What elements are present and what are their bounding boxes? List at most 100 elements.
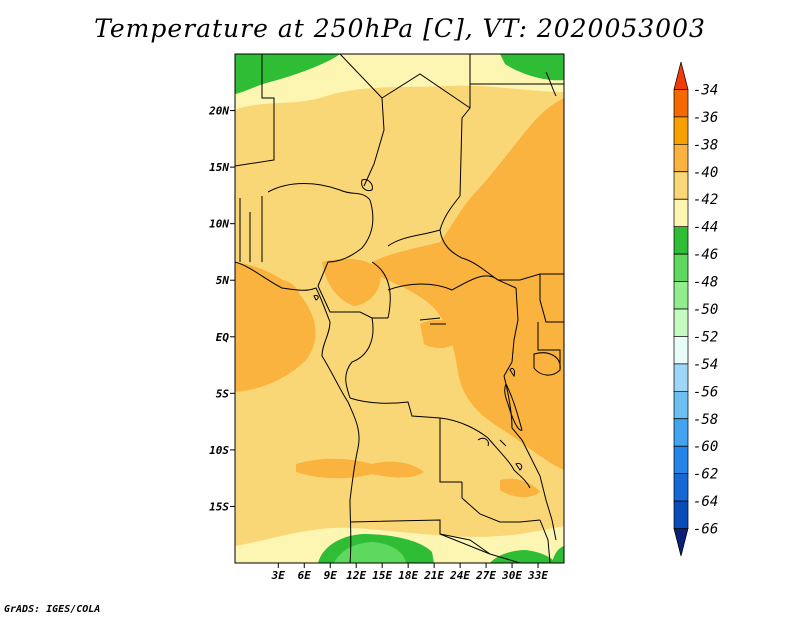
lake-small-3 <box>515 463 523 471</box>
colorbar-label: -54 <box>693 357 718 373</box>
lake-small-2 <box>477 437 507 447</box>
lake-tanganyika <box>504 382 523 431</box>
lon-tick-label: 30E <box>501 569 522 582</box>
border-ethiopia <box>539 274 564 323</box>
lon-tick-label: 33E <box>527 569 548 582</box>
lat-tick-label: EQ <box>216 331 230 344</box>
contour-46-south-east <box>490 550 556 563</box>
colorbar-label: -34 <box>693 82 718 98</box>
map-frame <box>234 53 565 564</box>
colorbar-label: -62 <box>693 467 718 483</box>
lat-tick-label: 15N <box>209 161 229 174</box>
colorbar-swatch <box>673 281 689 310</box>
country-borders <box>235 54 564 563</box>
lon-tick-label: 12E <box>346 569 366 582</box>
colorbar-swatch <box>673 363 689 392</box>
island-bioko <box>313 295 319 301</box>
colorbar-label: -36 <box>693 110 718 126</box>
colorbar-label: -38 <box>693 137 718 153</box>
colorbar-label: -60 <box>693 439 718 455</box>
colorbar-swatch <box>673 308 689 337</box>
contour-40-congo-basin <box>420 319 462 349</box>
lon-tick-label: 24E <box>449 569 470 582</box>
contour-40-cameroon <box>322 258 381 306</box>
border-niger-algeria <box>381 73 471 109</box>
colorbar-label: -66 <box>693 522 718 538</box>
colorbar-swatch <box>673 171 689 200</box>
border-benin-togo <box>239 196 263 262</box>
border-lake-victoria <box>533 352 561 376</box>
colorbar-swatch <box>673 445 689 475</box>
border-zambia-zimbabwe <box>461 482 541 523</box>
colorbar-label: -50 <box>693 302 718 318</box>
colorbar-label: -42 <box>693 192 718 208</box>
contour-44-north <box>235 54 564 110</box>
lat-tick-label: 10N <box>209 218 229 231</box>
colorbar-swatch <box>673 61 689 90</box>
border-zambia-malawi <box>529 455 557 541</box>
lat-tick-label: 5N <box>216 274 230 287</box>
colorbar-swatch <box>673 528 689 557</box>
lake-small-1 <box>419 317 446 325</box>
colorbar-swatch <box>673 89 689 118</box>
colorbar-swatch <box>673 143 689 173</box>
border-uganda-kenya <box>537 322 561 370</box>
colorbar-label: -46 <box>693 247 718 263</box>
contour-46-northeast <box>500 54 564 81</box>
map-title: Temperature at 250hPa [C], VT: 202005300… <box>94 14 706 43</box>
grads-credit: GrADS: IGES/COLA <box>4 604 101 615</box>
colorbar-swatch <box>673 226 689 255</box>
colorbar-label: -44 <box>693 220 718 236</box>
border-chad-car <box>387 229 441 247</box>
lat-tick-label: 15S <box>209 500 229 513</box>
colorbar-label: -40 <box>693 165 718 181</box>
lon-tick-label: 9E <box>324 569 338 582</box>
border-niger-nigeria <box>267 183 371 201</box>
lat-tick-label: 20N <box>208 105 229 118</box>
border-mauritania-mali <box>235 54 275 167</box>
border-niger-libya <box>459 54 471 197</box>
lat-tick-label: 10S <box>209 444 229 457</box>
lake-kivu <box>509 367 515 378</box>
longitude-axis: 3E 6E 9E 12E 15E 18E 21E 24E 27E 30E 33E <box>271 563 548 582</box>
contour-40-east <box>372 98 564 470</box>
temperature-field <box>235 54 564 563</box>
border-nigeria-cameroon <box>317 199 374 287</box>
border-drc-tanzania <box>503 375 531 457</box>
border-drc-uganda <box>503 287 519 377</box>
border-cameroon-congo <box>317 285 388 319</box>
contour-48-south-center <box>334 542 406 563</box>
colorbar-label: -56 <box>693 384 718 400</box>
contour-46-northwest <box>235 54 340 94</box>
colorbar-label: -64 <box>693 494 718 510</box>
border-sudan-south-sudan <box>461 257 564 281</box>
lon-tick-label: 3E <box>271 569 286 582</box>
colorbar-label: -52 <box>693 329 718 345</box>
colorbar-swatch <box>673 473 689 502</box>
colorbar-swatch <box>673 418 689 447</box>
lake-chad <box>361 179 373 191</box>
coastline-west <box>235 261 360 563</box>
border-car-drc <box>371 261 517 319</box>
colorbar-label: -58 <box>693 412 718 428</box>
border-drc-angola <box>349 397 462 483</box>
latitude-axis: 20N 15N 10N 5N EQ 5S 10S 15S <box>208 105 235 513</box>
lon-tick-label: 15E <box>372 569 392 582</box>
colorbar: -34 -36 -38 -40 -42 -44 -46 -48 -50 -52 -54 -56 -58 -… <box>673 61 718 557</box>
colorbar-swatch <box>673 336 689 365</box>
lon-tick-label: 27E <box>475 569 496 582</box>
border-congo-drc <box>345 317 374 399</box>
border-mozambique <box>539 519 551 563</box>
lon-tick-label: 18E <box>398 569 418 582</box>
border-botswana <box>439 533 521 563</box>
colorbar-swatch <box>673 390 689 420</box>
colorbar-swatch <box>673 253 689 282</box>
lon-tick-label: 21E <box>423 569 444 582</box>
lon-tick-label: 6E <box>298 569 312 582</box>
contour-40-south-east <box>500 478 540 498</box>
colorbar-swatch <box>673 198 689 228</box>
colorbar-swatch <box>673 116 689 145</box>
border-mali-algeria <box>339 54 385 187</box>
lat-tick-label: 5S <box>216 387 230 400</box>
